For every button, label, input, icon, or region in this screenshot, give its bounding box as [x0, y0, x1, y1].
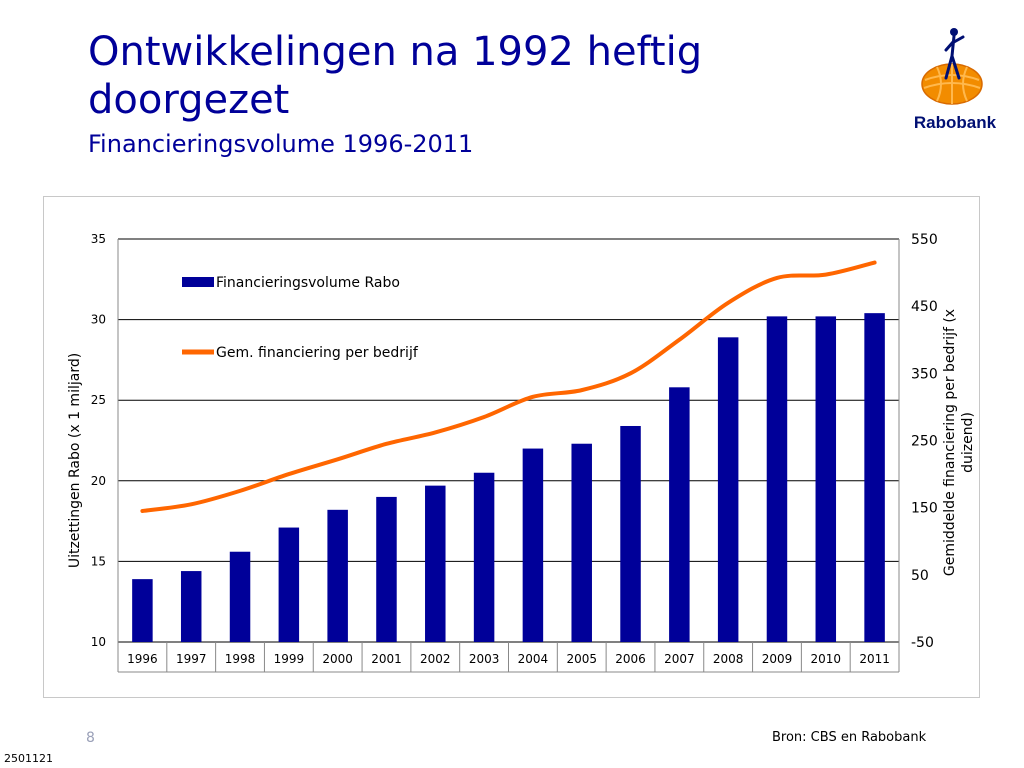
- bar: [522, 448, 544, 642]
- logo-text: Rabobank: [914, 113, 997, 132]
- chart-container: 10 15 20 25 30 35 -50 50 150 250 350 450 550 1996 1997…: [43, 196, 980, 698]
- x-tick-label: 2011: [859, 652, 890, 666]
- x-tick-label: 1998: [225, 652, 256, 666]
- bar: [864, 313, 885, 642]
- bar: [815, 316, 837, 642]
- bar: [425, 485, 446, 642]
- legend-bar-swatch: [182, 277, 214, 287]
- x-tick-label: 2009: [762, 652, 793, 666]
- x-tick-label: 2005: [566, 652, 597, 666]
- document-id: 2501121: [4, 752, 53, 765]
- y2-axis-title-line2: duizend): [960, 412, 976, 473]
- legend-bar-label: Financieringsvolume Rabo: [216, 275, 400, 291]
- y-tick-label: 10: [91, 635, 106, 649]
- bar: [229, 551, 251, 642]
- x-tick-label: 1997: [176, 652, 207, 666]
- bar: [571, 443, 592, 642]
- bar: [376, 496, 397, 642]
- bar: [327, 509, 348, 642]
- y-tick-label: 25: [91, 393, 106, 407]
- x-tick-label: 1999: [274, 652, 305, 666]
- y2-tick-label: 350: [911, 366, 938, 382]
- y-tick-label: 15: [91, 554, 106, 568]
- rabobank-logo-icon: Rabobank: [914, 28, 997, 132]
- y-axis-title: Uitzettingen Rabo (x 1 miljard): [67, 353, 83, 568]
- y2-axis-title-line1: Gemiddelde financiering per bedrijf (x: [942, 309, 958, 576]
- y2-tick-label: 550: [911, 232, 938, 248]
- bar: [473, 472, 495, 642]
- x-tick-label: 1996: [127, 652, 158, 666]
- x-tick-label: 2001: [371, 652, 402, 666]
- y2-tick-label: -50: [911, 635, 934, 651]
- y2-tick-label: 450: [911, 299, 938, 315]
- x-tick-label: 2008: [713, 652, 744, 666]
- y2-tick-label: 50: [911, 568, 929, 584]
- legend-line-label: Gem. financiering per bedrijf: [216, 345, 419, 361]
- x-tick-label: 2004: [518, 652, 549, 666]
- combo-chart: 10 15 20 25 30 35 -50 50 150 250 350 450 550 1996 1997…: [67, 232, 976, 673]
- x-tick-label: 2000: [322, 652, 353, 666]
- page-title: Ontwikkelingen na 1992 heftig doorgezet: [88, 29, 703, 123]
- bar: [717, 337, 739, 642]
- y-tick-label: 30: [91, 313, 106, 327]
- source-note: Bron: CBS en Rabobank: [772, 730, 927, 745]
- bar: [180, 571, 202, 642]
- x-tick-label: 2006: [615, 652, 646, 666]
- y2-tick-label: 150: [911, 501, 938, 517]
- x-tick-label: 2002: [420, 652, 451, 666]
- y-tick-label: 20: [91, 474, 106, 488]
- page-subtitle: Financieringsvolume 1996-2011: [88, 130, 474, 158]
- x-tick-label: 2010: [811, 652, 842, 666]
- x-tick-label: 2003: [469, 652, 500, 666]
- line-series: [140, 260, 877, 514]
- x-tick-label: 2007: [664, 652, 695, 666]
- bar: [132, 579, 153, 642]
- bar: [766, 316, 788, 642]
- bar: [669, 387, 690, 642]
- rabobank-logo: Rabobank: [905, 22, 1005, 137]
- page-number: 8: [86, 730, 95, 746]
- bar: [620, 425, 641, 642]
- bar: [278, 527, 300, 642]
- y-tick-label: 35: [91, 232, 106, 246]
- y2-tick-label: 250: [911, 434, 938, 450]
